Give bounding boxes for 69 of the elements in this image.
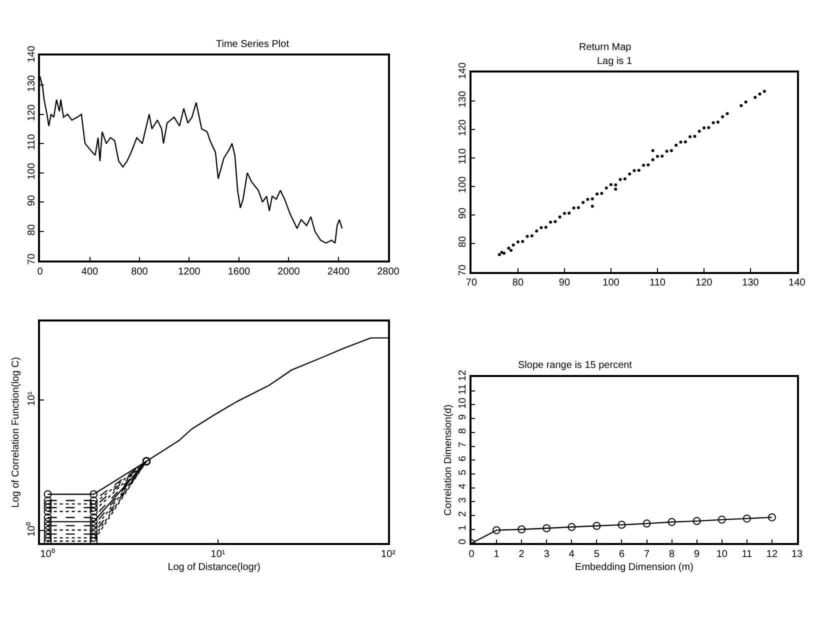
y-tick-label: 2 xyxy=(458,510,469,517)
x-tick-label: 70 xyxy=(466,278,478,289)
y-tick-label: 9 xyxy=(458,414,469,420)
x-tick-label: 3 xyxy=(544,548,550,560)
y-tick-label: 4 xyxy=(458,483,469,490)
x-tick-label: 9 xyxy=(694,548,700,560)
x-tick-label: 2 xyxy=(518,548,525,560)
x-tick-label: 800 xyxy=(131,266,148,278)
x-tick-label: 400 xyxy=(81,266,99,278)
x-tick-label: 10⁰ xyxy=(40,548,56,560)
y-tick-label: 110 xyxy=(26,134,38,150)
y-tick-label: 12 xyxy=(458,370,469,382)
x-tick-label: 10² xyxy=(380,548,396,560)
x-tick-label: 10¹ xyxy=(210,548,226,560)
x-tick-label: 8 xyxy=(669,548,676,560)
y-tick-label: 130 xyxy=(26,74,38,92)
y-tick-label: 140 xyxy=(26,45,38,63)
x-tick-label: 2000 xyxy=(278,266,300,278)
chart-title: Slope range is 15 percent xyxy=(518,360,632,371)
x-tick-label: 110 xyxy=(650,278,666,289)
x-tick-label: 1 xyxy=(494,548,500,560)
x-tick-label: 4 xyxy=(568,548,575,560)
x-tick-label: 120 xyxy=(696,278,713,289)
y-tick-label: 90 xyxy=(458,207,469,219)
y-tick-label: 3 xyxy=(458,496,469,503)
y-tick-label: 11 xyxy=(458,384,469,395)
y-tick-label: 100 xyxy=(458,176,469,194)
y-tick-label: 100 xyxy=(26,162,38,180)
y-tick-label: 140 xyxy=(458,62,469,80)
y-tick-label: 80 xyxy=(458,236,469,248)
y-tick-label: 5 xyxy=(458,469,469,476)
x-tick-label: 10 xyxy=(716,548,728,560)
y-tick-label: 130 xyxy=(458,90,469,108)
x-tick-label: 1200 xyxy=(178,266,201,278)
x-tick-label: 130 xyxy=(742,278,760,289)
x-tick-label: 1600 xyxy=(228,266,251,278)
x-tick-label: 6 xyxy=(618,548,625,560)
y-tick-label: 8 xyxy=(458,428,469,434)
y-tick-label: 10¹ xyxy=(26,390,38,406)
x-tick-label: 5 xyxy=(594,548,600,560)
y-tick-label: 6 xyxy=(458,455,469,462)
x-tick-label: 90 xyxy=(558,278,570,289)
x-tick-label: 100 xyxy=(602,278,620,289)
y-tick-label: 120 xyxy=(26,104,38,122)
y-tick-label: 110 xyxy=(458,148,469,164)
y-tick-label: 120 xyxy=(458,119,469,136)
x-tick-label: 13 xyxy=(791,548,803,560)
chart-title: Return Map xyxy=(579,42,632,53)
y-tick-label: 80 xyxy=(26,224,38,236)
y-tick-label: 7 xyxy=(458,442,469,448)
x-tick-label: 11 xyxy=(742,548,753,560)
x-tick-label: 140 xyxy=(788,278,806,289)
y-tick-label: 10⁰ xyxy=(25,522,38,537)
chart-title: Time Series Plot xyxy=(216,39,290,50)
x-tick-label: 12 xyxy=(766,548,778,560)
x-tick-label: 7 xyxy=(644,548,650,560)
y-tick-label: 90 xyxy=(26,194,38,206)
x-axis-title: Log of Distance(logr) xyxy=(168,562,261,573)
y-tick-label: 70 xyxy=(26,253,38,265)
x-axis-title: Embedding Dimension (m) xyxy=(575,562,694,573)
y-tick-label: 10 xyxy=(458,397,469,409)
y-axis-title: Log of Correlation Function(log C) xyxy=(10,357,22,508)
x-tick-label: 2800 xyxy=(377,266,400,278)
y-tick-label: 0 xyxy=(458,538,469,544)
y-axis-title: Correlation Dimension(d) xyxy=(443,404,454,516)
x-tick-label: 80 xyxy=(512,278,524,289)
x-tick-label: 2400 xyxy=(327,266,350,278)
chart-subtitle: Lag is 1 xyxy=(597,56,632,67)
y-tick-label: 1 xyxy=(458,524,469,531)
